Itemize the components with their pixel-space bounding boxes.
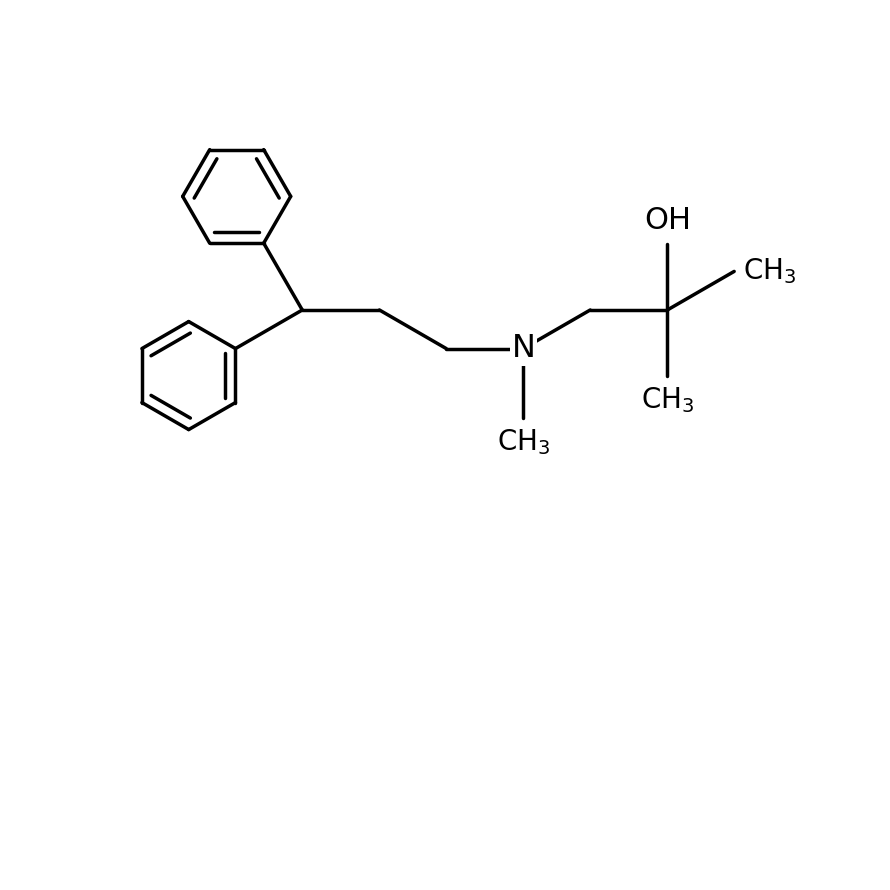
Text: CH$_3$: CH$_3$ — [641, 384, 694, 415]
Text: OH: OH — [643, 206, 691, 235]
Text: CH$_3$: CH$_3$ — [743, 256, 797, 287]
Text: CH$_3$: CH$_3$ — [497, 427, 550, 457]
Text: N: N — [512, 333, 535, 364]
